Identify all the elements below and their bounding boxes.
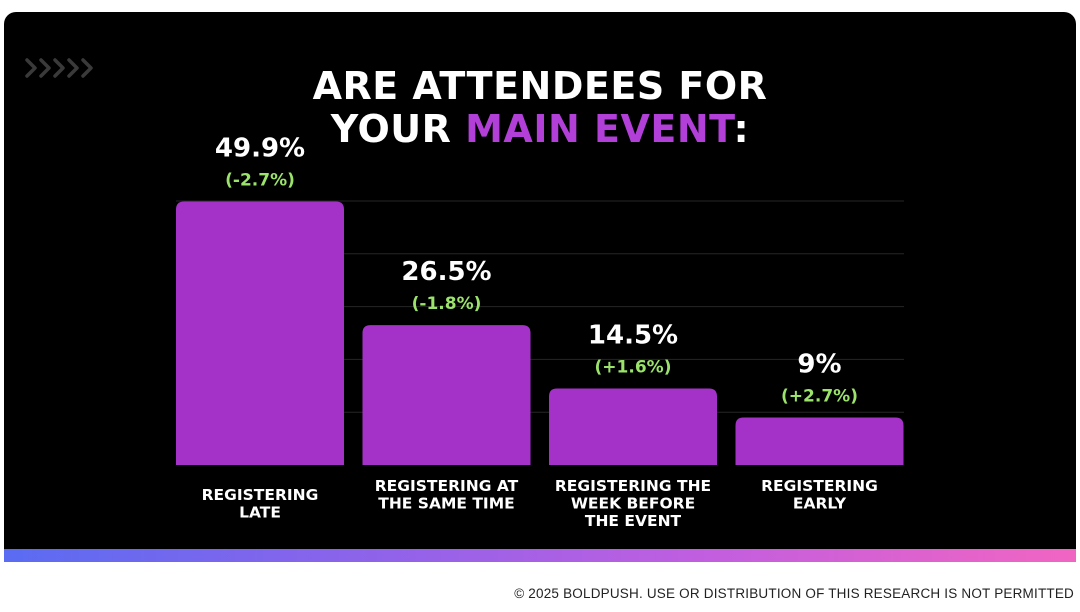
value-label: 26.5%: [401, 257, 491, 287]
category-label-line: REGISTERING THE: [555, 477, 711, 495]
change-label: (-2.7%): [225, 171, 295, 191]
bar: [362, 325, 531, 465]
value-label: 14.5%: [588, 320, 678, 350]
category-label: REGISTERING AT THE SAME TIME: [375, 477, 519, 513]
bar: [735, 417, 904, 465]
bar: [549, 388, 717, 465]
category-label: REGISTERING EARLY: [761, 477, 878, 513]
title-line-2: YOUR MAIN EVENT:: [4, 108, 1076, 151]
chart-title: ARE ATTENDEES FOR YOUR MAIN EVENT:: [4, 65, 1076, 151]
change-label: (-1.8%): [412, 294, 482, 314]
category-label-line: THE SAME TIME: [378, 495, 514, 513]
category-label-line: REGISTERING AT: [375, 477, 519, 495]
copyright-notice: © 2025 BOLDPUSH. USE OR DISTRIBUTION OF …: [514, 586, 1074, 601]
value-label: 9%: [797, 349, 841, 379]
chevrons-right-icon: [25, 58, 93, 78]
title-line-2-suffix: :: [733, 107, 750, 151]
category-label-line: REGISTERING: [202, 486, 319, 504]
data-labels: 49.9% (-2.7%) 26.5% (-1.8%) 14.5% (+1.6%) 9% (+…: [215, 134, 858, 407]
category-label: REGISTERING THE WEEK BEFORE THE EVENT: [555, 477, 711, 530]
category-label-line: WEEK BEFORE: [571, 495, 695, 513]
category-label: REGISTERING LATE: [202, 486, 319, 522]
bar-chart: 49.9% (-2.7%) 26.5% (-1.8%) 14.5% (+1.6%) 9% (+…: [176, 134, 904, 530]
title-line-1: ARE ATTENDEES FOR: [312, 64, 768, 108]
bar: [176, 201, 344, 465]
title-accent: MAIN EVENT: [465, 107, 734, 151]
category-label-line: EARLY: [793, 495, 847, 513]
gradient-bar: [4, 549, 1076, 562]
bars: [176, 201, 904, 465]
title-line-2-prefix: YOUR: [330, 107, 466, 151]
category-label-line: LATE: [239, 504, 281, 522]
change-label: (+1.6%): [595, 357, 672, 377]
chart-card: ARE ATTENDEES FOR YOUR MAIN EVENT: 49.9%…: [4, 12, 1076, 562]
value-label: 49.9%: [215, 134, 305, 164]
category-label-line: THE EVENT: [585, 512, 682, 530]
category-label-line: REGISTERING: [761, 477, 878, 495]
change-label: (+2.7%): [781, 386, 858, 406]
